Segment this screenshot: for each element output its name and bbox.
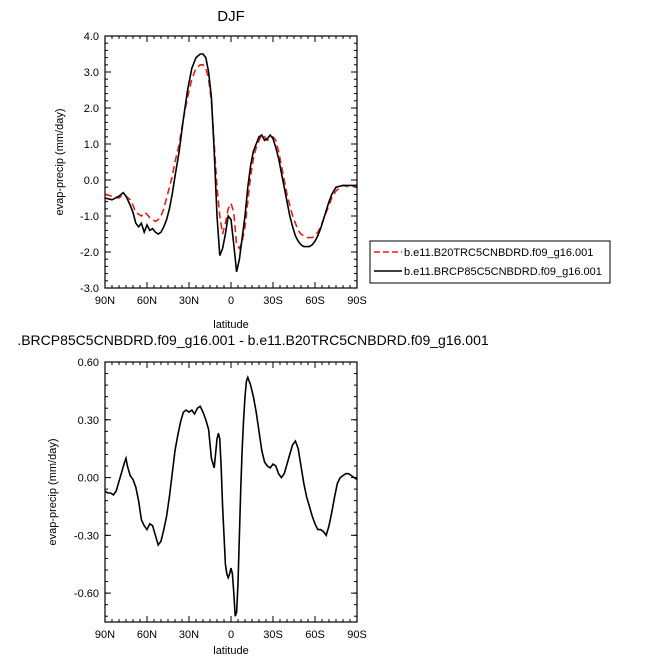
top-x-axis-label: latitude	[213, 319, 248, 331]
y-tick-label: 1.0	[84, 139, 99, 151]
x-tick-label: 60S	[305, 295, 325, 307]
top-x-ticks: 90N 60N 30N 0 30S 60S 90S	[95, 36, 367, 307]
y-tick-label: -1.0	[80, 211, 99, 223]
bottom-y-ticks: -0.60 -0.30 0.00 0.30 0.60	[74, 357, 357, 600]
bottom-y-axis-label: evap-precip (mm/day)	[47, 439, 59, 546]
y-tick-label: 0.0	[84, 175, 99, 187]
legend-box	[369, 240, 611, 284]
bottom-x-ticks: 90N 60N 30N 0 30S 60S 90S	[95, 362, 367, 641]
top-minor-ticks	[104, 35, 358, 289]
y-tick-label: -0.30	[74, 530, 99, 542]
legend: b.e11.B20TRC5CNBDRD.f09_g16.001 b.e11.BR…	[369, 240, 611, 284]
y-tick-label: 3.0	[84, 67, 99, 79]
y-tick-label: 0.60	[78, 357, 99, 369]
legend-label-brcp85: b.e11.BRCP85C5CNBDRD.f09_g16.001	[404, 266, 602, 278]
top-y-ticks: -3.0 -2.0 -1.0 0.0 1.0 2.0 3.0 4.0	[80, 31, 357, 295]
x-tick-label: 0	[228, 629, 234, 641]
x-tick-label: 30N	[179, 295, 199, 307]
series-line-difference	[104, 375, 358, 617]
legend-label-b20trc5: b.e11.B20TRC5CNBDRD.f09_g16.001	[404, 247, 593, 259]
panel-bottom: .BRCP85C5CNBDRD.f09_g16.001 - b.e11.B20T…	[17, 332, 489, 657]
x-tick-label: 0	[228, 295, 234, 307]
x-tick-label: 30S	[263, 295, 283, 307]
bottom-plot-frame	[104, 361, 358, 623]
x-tick-label: 90S	[347, 295, 367, 307]
top-plot-frame	[104, 35, 358, 289]
y-tick-label: 4.0	[84, 31, 99, 43]
x-tick-label: 90N	[95, 295, 115, 307]
y-tick-label: -0.60	[74, 588, 99, 600]
series-line-brcp85	[104, 53, 357, 272]
bottom-x-axis-label: latitude	[213, 645, 248, 657]
x-tick-label: 30N	[179, 629, 199, 641]
x-tick-label: 60S	[305, 629, 325, 641]
top-panel-title: DJF	[217, 8, 245, 25]
bottom-panel-title: .BRCP85C5CNBDRD.f09_g16.001 - b.e11.B20T…	[17, 332, 489, 348]
y-tick-label: 0.00	[78, 473, 99, 485]
bottom-series	[104, 375, 358, 617]
x-tick-label: 60N	[137, 629, 157, 641]
x-tick-label: 90S	[347, 629, 367, 641]
panel-top: DJF 90N 60N 30N 0 30S 60S 90S -3.0 -2.0 -1.0 0.0 1…	[54, 8, 611, 331]
bottom-minor-ticks	[104, 361, 358, 622]
y-tick-label: 2.0	[84, 103, 99, 115]
x-tick-label: 30S	[263, 629, 283, 641]
x-tick-label: 60N	[137, 295, 157, 307]
y-tick-label: -2.0	[80, 247, 99, 259]
x-tick-label: 90N	[95, 629, 115, 641]
top-series	[104, 53, 358, 272]
y-tick-label: -3.0	[80, 283, 99, 295]
top-y-axis-label: evap-precip (mm/day)	[54, 109, 66, 216]
y-tick-label: 0.30	[78, 415, 99, 427]
